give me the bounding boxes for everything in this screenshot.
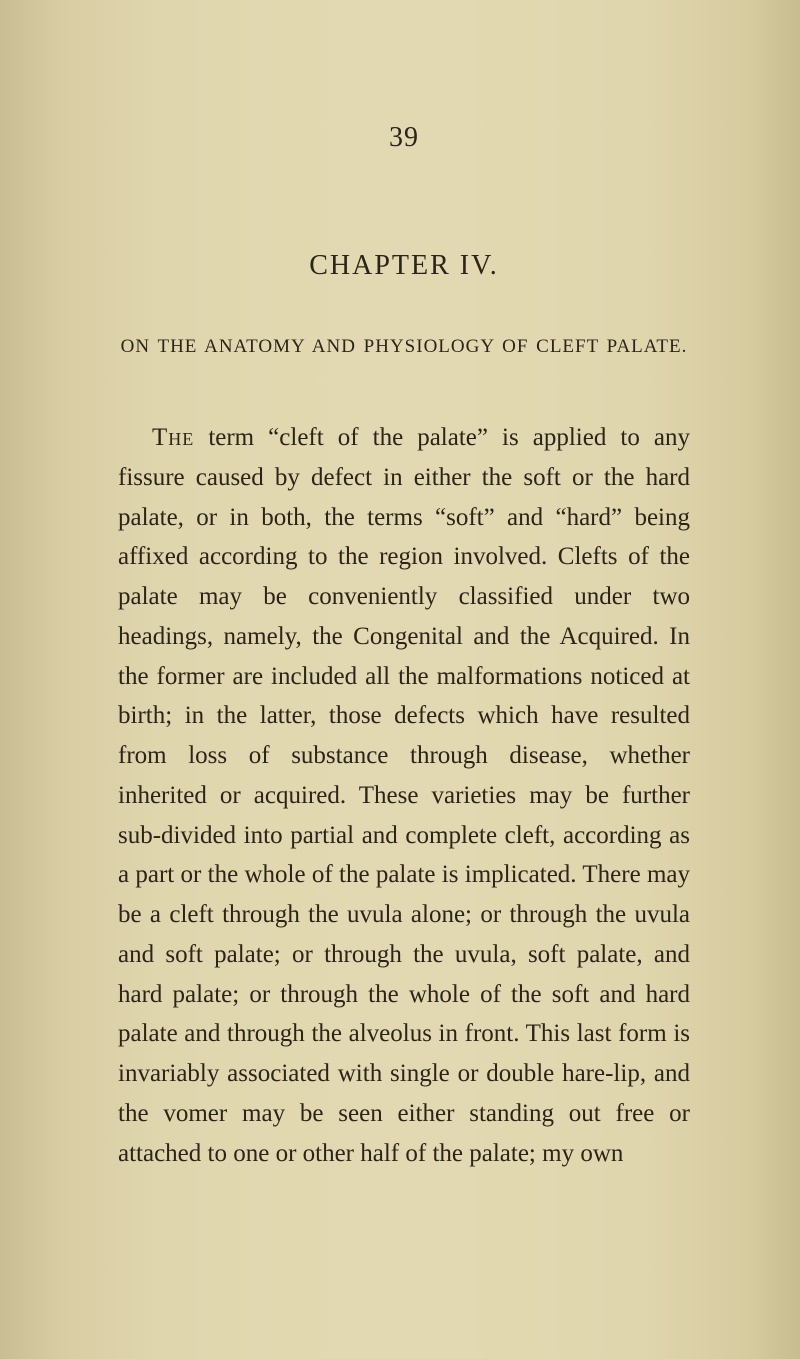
- page-number: 39: [118, 122, 690, 154]
- lead-word: The: [152, 424, 194, 451]
- body-content: term “cleft of the palate” is applied to…: [118, 424, 690, 1167]
- body-text: The term “cleft of the palate” is applie…: [118, 418, 690, 1173]
- chapter-subtitle: ON THE ANATOMY AND PHYSIOLOGY OF CLEFT P…: [118, 336, 690, 358]
- page: 39 CHAPTER IV. ON THE ANATOMY AND PHYSIO…: [0, 0, 800, 1359]
- chapter-title: CHAPTER IV.: [118, 250, 690, 282]
